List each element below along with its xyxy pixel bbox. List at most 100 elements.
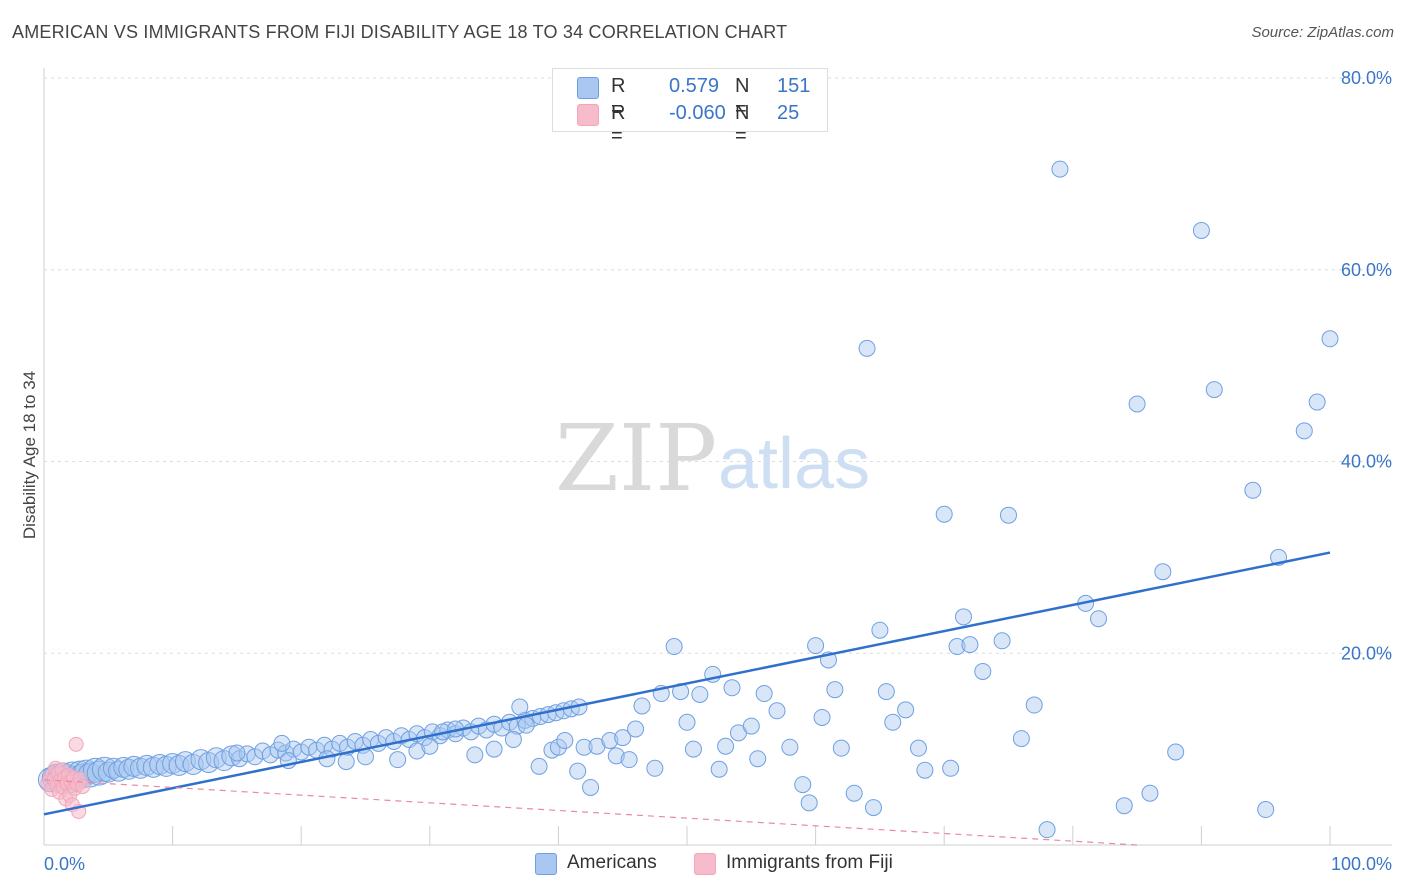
legend-swatch-americans: [535, 853, 557, 875]
legend-label-fiji: Immigrants from Fiji: [726, 852, 893, 873]
data-point-american: [768, 702, 786, 720]
r-value-fiji: -0.060: [669, 102, 726, 124]
data-point-american: [858, 339, 876, 357]
data-point-american: [485, 740, 503, 758]
data-point-american: [190, 749, 212, 771]
data-point-american: [961, 636, 979, 654]
data-point-american: [205, 747, 227, 769]
data-point-american: [678, 713, 696, 731]
axes: [43, 68, 1392, 846]
data-point-american: [337, 753, 355, 771]
legend-label-americans: Americans: [567, 852, 657, 873]
data-point-american: [755, 685, 773, 703]
y-tick-label: 40.0%: [1341, 452, 1392, 472]
y-tick-label: 20.0%: [1341, 643, 1392, 663]
data-point-american: [723, 679, 741, 697]
legend-swatch-fiji: [694, 853, 716, 875]
tick-labels: 20.0% 40.0% 60.0% 80.0% 0.0% 100.0%: [44, 68, 1392, 874]
legend-swatch-fiji: [577, 104, 599, 126]
y-tick-label: 60.0%: [1341, 260, 1392, 280]
data-point-american: [1012, 730, 1030, 748]
data-point-american: [800, 794, 818, 812]
data-point-american: [749, 750, 767, 768]
data-point-american: [254, 742, 272, 760]
legend-swatch-americans: [577, 77, 599, 99]
data-point-american: [710, 760, 728, 778]
n-value-americans: 151: [777, 75, 811, 97]
data-point-american: [646, 759, 664, 777]
data-point-american: [1141, 784, 1159, 802]
data-point-american: [948, 638, 966, 656]
data-point-american: [781, 738, 799, 756]
data-point-american: [954, 608, 972, 626]
data-point-american: [582, 778, 600, 796]
data-point-american: [607, 747, 625, 765]
data-point-american: [916, 761, 934, 779]
data-point-american: [556, 731, 574, 749]
data-point-american: [864, 799, 882, 817]
data-point-american: [273, 734, 291, 752]
watermark-atlas: atlas: [718, 424, 870, 504]
data-point-american: [511, 698, 529, 716]
watermark-zip: ZIP: [555, 405, 717, 512]
data-point-american: [1038, 821, 1056, 839]
data-point-american: [942, 759, 960, 777]
data-point-american: [1090, 610, 1108, 628]
n-value-fiji: 25: [777, 102, 800, 124]
data-point-american: [807, 637, 825, 655]
data-point-american: [1295, 422, 1313, 440]
data-point-american: [1025, 696, 1043, 714]
data-point-american: [717, 737, 735, 755]
r-key: R =: [611, 102, 626, 147]
data-point-american: [884, 713, 902, 731]
r-key: R =: [611, 75, 626, 120]
data-point-american: [1115, 797, 1133, 815]
data-point-american: [691, 685, 709, 703]
data-point-american: [1321, 330, 1339, 348]
n-key: N =: [735, 102, 750, 147]
data-point-american: [794, 776, 812, 794]
data-point-american: [228, 744, 246, 762]
data-point-fiji: [68, 736, 84, 752]
data-point-american: [620, 751, 638, 769]
data-point-american: [517, 716, 535, 734]
data-point-american: [909, 739, 927, 757]
data-point-american: [832, 739, 850, 757]
data-points: [37, 160, 1339, 839]
data-point-american: [845, 784, 863, 802]
data-point-american: [993, 632, 1011, 650]
data-point-american: [826, 681, 844, 699]
data-point-american: [665, 638, 683, 656]
data-point-american: [549, 738, 567, 756]
trend-lines: [43, 551, 1331, 846]
data-point-american: [174, 751, 196, 773]
data-point-american: [627, 720, 645, 738]
trend-line-americans: [43, 551, 1331, 816]
data-point-american: [1000, 506, 1017, 524]
data-point-american: [1244, 481, 1262, 499]
data-point-american: [935, 505, 953, 523]
y-tick-label: 80.0%: [1341, 68, 1392, 88]
data-point-american: [504, 731, 522, 749]
chart-title: AMERICAN VS IMMIGRANTS FROM FIJI DISABIL…: [12, 22, 788, 42]
data-point-american: [466, 746, 484, 764]
data-point-american: [1192, 221, 1210, 239]
data-point-american: [530, 757, 548, 775]
data-point-american: [421, 737, 439, 755]
n-key: N =: [735, 75, 750, 120]
data-point-american: [1205, 381, 1223, 399]
data-point-american: [614, 729, 632, 747]
data-point-american: [633, 697, 651, 715]
data-point-american: [1308, 393, 1326, 411]
data-point-american: [974, 662, 992, 680]
data-point-american: [1051, 160, 1069, 178]
data-point-american: [877, 683, 895, 701]
data-point-american: [742, 717, 760, 735]
data-point-american: [871, 621, 889, 639]
data-point-american: [1128, 395, 1146, 413]
data-point-american: [569, 762, 587, 780]
data-point-american: [1167, 743, 1185, 761]
data-point-american: [575, 738, 593, 756]
data-point-american: [389, 751, 407, 769]
